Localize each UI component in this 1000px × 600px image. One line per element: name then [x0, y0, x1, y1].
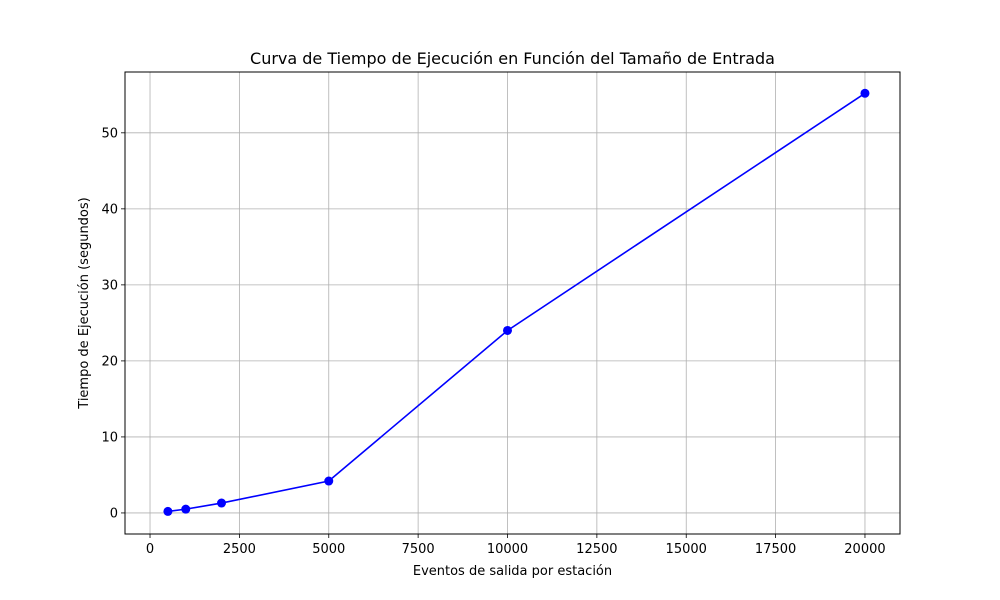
x-tick-label: 17500 — [755, 542, 796, 557]
x-tick-label: 12500 — [576, 542, 617, 557]
data-point — [163, 506, 173, 516]
x-tick-label: 7500 — [402, 542, 435, 557]
y-tick-label: 20 — [101, 354, 118, 369]
series-layer — [163, 88, 870, 516]
x-tick-label: 20000 — [844, 542, 885, 557]
ticks: 0 2500 5000 7500 10000 12500 15000 17500 20000 0 1… — [101, 126, 885, 557]
y-tick-label: 30 — [101, 278, 118, 293]
y-axis-label: Tiempo de Ejecución (segundos) — [77, 197, 92, 409]
grid — [125, 72, 900, 534]
y-tick-label: 50 — [101, 126, 118, 141]
x-tick-label: 5000 — [312, 542, 345, 557]
data-point — [502, 325, 512, 335]
data-point — [860, 88, 870, 98]
y-tick-label: 0 — [110, 506, 118, 521]
x-tick-label: 2500 — [223, 542, 256, 557]
y-tick-label: 40 — [101, 202, 118, 217]
data-point — [217, 498, 227, 508]
plot-frame — [124, 71, 901, 535]
data-point — [181, 504, 191, 514]
data-point — [324, 476, 334, 486]
x-tick-label: 10000 — [487, 542, 528, 557]
y-tick-label: 10 — [101, 430, 118, 445]
chart-title: Curva de Tiempo de Ejecución en Función … — [250, 49, 775, 68]
x-tick-label: 15000 — [666, 542, 707, 557]
x-axis-label: Eventos de salida por estación — [413, 564, 612, 579]
x-tick-label: 0 — [146, 542, 154, 557]
